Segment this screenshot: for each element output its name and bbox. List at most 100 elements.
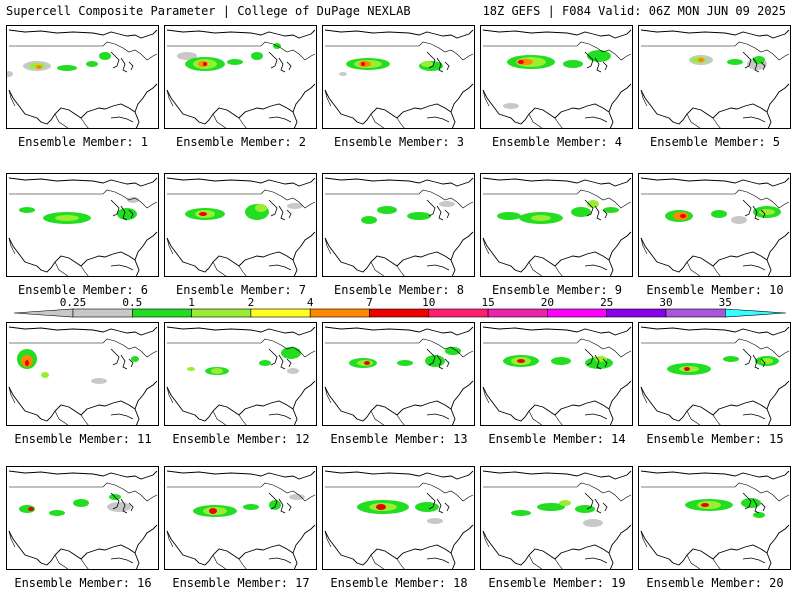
coastline: [166, 29, 316, 128]
island-outline: [742, 264, 766, 271]
coastline: [482, 326, 632, 425]
ensemble-member-label: Ensemble Member: 16: [14, 576, 152, 590]
coastline: [640, 530, 721, 569]
great-lakes: [268, 51, 292, 73]
colorbar-swatch: [665, 308, 726, 318]
valid-time-label: 18Z GEFS | F084 Valid: 06Z MON JUN 09 20…: [482, 4, 786, 18]
great-lakes: [268, 348, 292, 370]
coastline: [8, 89, 89, 128]
coastline: [166, 326, 316, 425]
ensemble-member-label: Ensemble Member: 14: [488, 432, 626, 446]
border-line: [325, 41, 474, 61]
scp-contour: [421, 61, 433, 67]
scp-contour: [28, 507, 34, 511]
ensemble-map-panel: [6, 25, 159, 129]
ensemble-member-label: Ensemble Member: 9: [491, 283, 623, 297]
border-line: [325, 338, 474, 358]
border-line: [483, 189, 632, 209]
coastline: [8, 29, 158, 128]
coastline: [482, 530, 563, 569]
scp-contour: [364, 361, 370, 365]
scp-contour: [107, 502, 131, 512]
great-lakes: [110, 348, 134, 370]
colorbar-tick-label: 30: [659, 296, 673, 309]
scp-contour: [36, 65, 42, 69]
coastline: [640, 386, 721, 425]
coastline: [324, 326, 474, 425]
scp-contour: [571, 207, 591, 217]
island-outline: [426, 116, 450, 123]
island-outline: [742, 116, 766, 123]
scp-contour: [503, 103, 519, 109]
scp-contour: [211, 368, 223, 374]
scp-contour: [511, 510, 531, 516]
great-lakes: [110, 199, 134, 221]
border-line: [483, 482, 632, 502]
scp-contour: [57, 65, 77, 71]
scp-contour: [587, 50, 611, 62]
border-line: [167, 482, 316, 502]
great-lakes: [742, 51, 766, 73]
colorbar-tick-label: 15: [481, 296, 495, 309]
coastline: [166, 177, 316, 276]
colorbar-tick-label: 4: [306, 296, 314, 309]
coastline: [8, 326, 158, 425]
great-lakes: [426, 492, 450, 514]
great-lakes: [110, 492, 134, 514]
scp-contour: [255, 204, 267, 212]
island-outline: [110, 116, 134, 123]
coastline: [324, 386, 405, 425]
ensemble-map-panel: [638, 25, 791, 129]
scp-contour: [587, 200, 599, 208]
colorbar-swatch: [309, 308, 370, 318]
border-line: [9, 338, 158, 358]
ensemble-member-label: Ensemble Member: 19: [488, 576, 626, 590]
ensemble-member-label: Ensemble Member: 17: [172, 576, 310, 590]
ensemble-member-label: Ensemble Member: 11: [14, 432, 152, 446]
ensemble-map-panel: [480, 173, 633, 277]
scp-contour: [251, 52, 263, 60]
ensemble-member-label: Ensemble Member: 5: [649, 135, 781, 149]
island-outline: [426, 264, 450, 271]
coastline: [482, 177, 632, 276]
scp-contour: [19, 207, 35, 213]
colorbar-tick-label: 1: [188, 296, 195, 309]
scp-contour: [583, 519, 603, 527]
scp-contour: [41, 372, 49, 378]
scp-contour: [91, 378, 107, 384]
scp-contour: [415, 502, 439, 512]
border-line: [9, 189, 158, 209]
scp-contour: [439, 201, 455, 207]
coastline: [640, 326, 790, 425]
great-lakes: [742, 348, 766, 370]
ensemble-member-label: Ensemble Member: 4: [491, 135, 623, 149]
great-lakes: [426, 348, 450, 370]
scp-contour: [117, 208, 137, 220]
ensemble-map-panel: [6, 466, 159, 570]
island-outline: [584, 264, 608, 271]
scp-contour: [199, 212, 207, 216]
border-line: [167, 41, 316, 61]
coastline: [8, 386, 89, 425]
colorbar-swatch: [428, 308, 489, 318]
scp-contour: [445, 347, 461, 355]
ensemble-member-label: Ensemble Member: 1: [17, 135, 149, 149]
coastline: [8, 237, 89, 276]
scp-contour: [377, 206, 397, 214]
ensemble-map-panel: [164, 322, 317, 426]
border-line: [325, 189, 474, 209]
colorbar-tick-label: 0.25: [59, 296, 87, 309]
border-line: [641, 41, 790, 61]
border-line: [325, 482, 474, 502]
island-outline: [268, 413, 292, 420]
scp-contour: [177, 52, 197, 60]
ensemble-map-panel: [164, 25, 317, 129]
island-outline: [268, 264, 292, 271]
ensemble-map-panel: [164, 173, 317, 277]
coastline: [324, 89, 405, 128]
coastline: [166, 530, 247, 569]
ensemble-map-panel: [322, 173, 475, 277]
scp-contour: [680, 214, 686, 218]
scp-contour: [289, 494, 305, 500]
coastline: [640, 237, 721, 276]
